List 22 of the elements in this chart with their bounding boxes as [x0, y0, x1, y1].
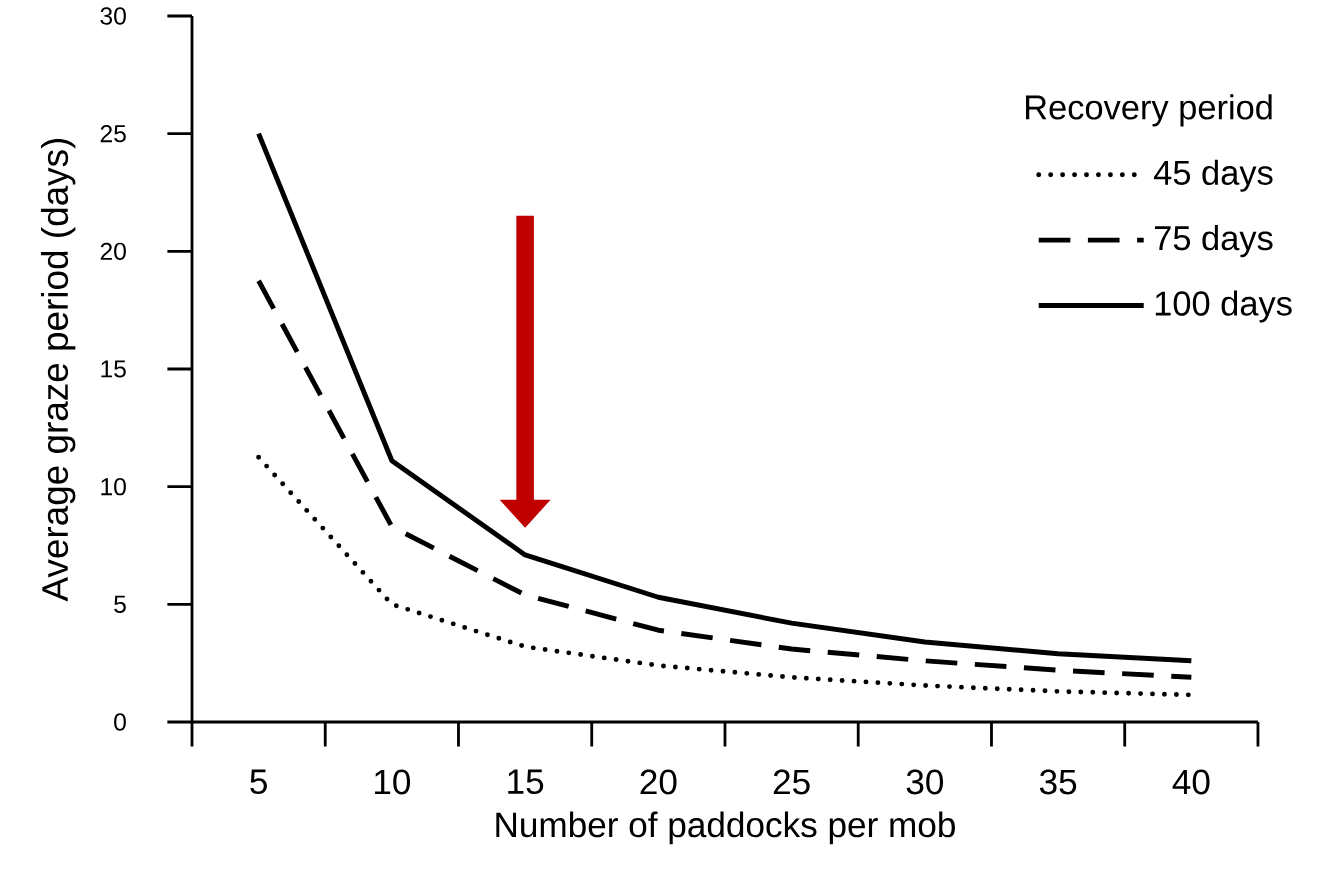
legend-label: 75 days [1154, 225, 1273, 258]
y-tick-label: 30 [100, 7, 126, 25]
x-tick-label: 40 [1172, 769, 1210, 795]
x-tick-label: 25 [773, 769, 810, 795]
x-tick-label: 35 [1039, 769, 1077, 795]
y-tick-label: 15 [101, 360, 126, 378]
y-tick-label: 20 [100, 242, 126, 261]
y-tick-label: 5 [114, 595, 126, 613]
line-series [256, 454, 1194, 698]
x-tick-label: 5 [250, 769, 267, 795]
x-tick-label: 15 [508, 769, 544, 795]
y-tick-label: 0 [114, 713, 126, 731]
y-axis-title: Average graze period (days) [40, 138, 76, 602]
x-axis-title: Number of paddocks per mob [496, 811, 955, 845]
legend-title: Recovery period [1026, 94, 1272, 127]
y-tick-label: 10 [101, 478, 126, 496]
legend-label: 45 days [1153, 159, 1273, 192]
x-tick-label: 10 [375, 769, 411, 795]
x-tick-label: 30 [906, 769, 944, 795]
legend-label: 100 days [1155, 290, 1292, 323]
x-tick-label: 20 [640, 769, 677, 795]
y-tick-label: 25 [100, 125, 126, 143]
